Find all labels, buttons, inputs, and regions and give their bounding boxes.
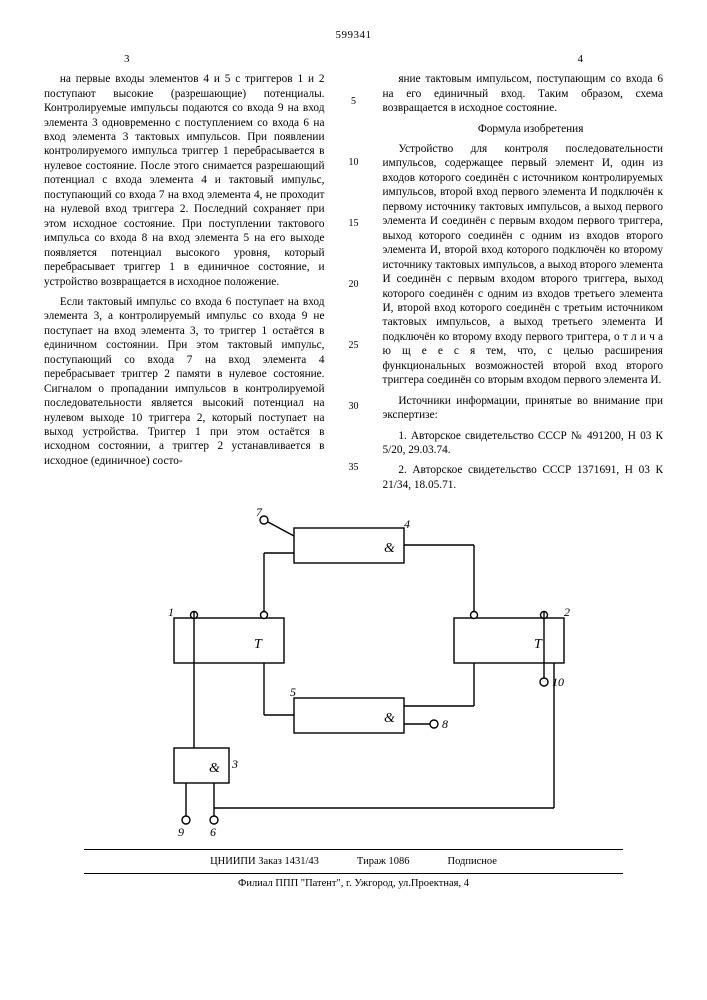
- col2-para-4: 1. Авторское свидетельство СССР № 491200…: [383, 429, 664, 458]
- block-2: [454, 618, 564, 663]
- label-4: 4: [404, 517, 410, 531]
- gutter-num: 20: [349, 255, 359, 316]
- col2-para-2: Устройство для контроля последовательнос…: [383, 142, 664, 388]
- gutter-num: 35: [349, 438, 359, 499]
- page-marks: 3 4: [44, 52, 663, 66]
- gutter-num: 5: [351, 72, 356, 133]
- label-2: 2: [564, 605, 570, 619]
- terminal-6: [210, 816, 218, 824]
- label-9: 9: [178, 825, 184, 838]
- terminal-9: [182, 816, 190, 824]
- amp-icon: &: [384, 711, 395, 726]
- col2-para-1: яние тактовым импульсом, поступающим со …: [383, 72, 664, 115]
- page-mark-right: 4: [578, 52, 584, 66]
- col1-para-2: Если тактовый импульс со входа 6 поступа…: [44, 295, 325, 468]
- label-8: 8: [442, 717, 448, 731]
- document-number: 599341: [44, 28, 663, 42]
- footer-org: ЦНИИПИ Заказ 1431/43: [210, 855, 319, 868]
- block-3: [174, 748, 229, 783]
- body-columns: на первые входы элементов 4 и 5 с тригге…: [44, 72, 663, 498]
- formula-heading: Формула изобретения: [383, 122, 664, 136]
- col1-para-1: на первые входы элементов 4 и 5 с тригге…: [44, 72, 325, 289]
- label-7: 7: [256, 508, 263, 519]
- column-right: яние тактовым импульсом, поступающим со …: [383, 72, 664, 498]
- t-icon: T: [534, 637, 543, 652]
- label-1: 1: [168, 605, 174, 619]
- footer-sign: Подписное: [447, 855, 496, 868]
- label-6: 6: [210, 825, 216, 838]
- col2-para-3: Источники информации, принятые во вниман…: [383, 394, 664, 423]
- column-left: на первые входы элементов 4 и 5 с тригге…: [44, 72, 325, 498]
- line-number-gutter: 5 10 15 20 25 30 35: [347, 72, 361, 498]
- block-1: [174, 618, 284, 663]
- col2-para-5: 2. Авторское свидетельство СССР 1371691,…: [383, 463, 664, 492]
- gutter-num: 10: [349, 133, 359, 194]
- label-3: 3: [231, 757, 238, 771]
- label-5: 5: [290, 685, 296, 699]
- gutter-num: 15: [349, 194, 359, 255]
- footer: ЦНИИПИ Заказ 1431/43 Тираж 1086 Подписно…: [44, 849, 663, 891]
- schematic-svg: 4 & 7 1 T 2 T 5: [94, 508, 614, 838]
- footer-tirage: Тираж 1086: [357, 855, 410, 868]
- page-mark-left: 3: [124, 52, 130, 66]
- terminal-10: [540, 678, 548, 686]
- terminal-8: [430, 720, 438, 728]
- gutter-num: 30: [349, 377, 359, 438]
- schematic-diagram: 4 & 7 1 T 2 T 5: [44, 508, 663, 842]
- page: 599341 3 4 на первые входы элементов 4 и…: [0, 0, 707, 1000]
- t-icon: T: [254, 637, 263, 652]
- gutter-num: 25: [349, 316, 359, 377]
- footer-branch: Филиал ППП "Патент", г. Ужгород, ул.Прое…: [44, 877, 663, 890]
- amp-icon: &: [209, 761, 220, 776]
- amp-icon: &: [384, 541, 395, 556]
